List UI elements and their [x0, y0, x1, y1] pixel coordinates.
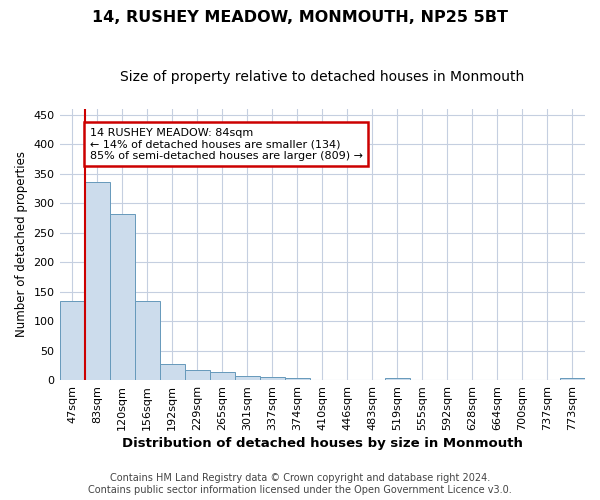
X-axis label: Distribution of detached houses by size in Monmouth: Distribution of detached houses by size … [122, 437, 523, 450]
Text: Contains HM Land Registry data © Crown copyright and database right 2024.
Contai: Contains HM Land Registry data © Crown c… [88, 474, 512, 495]
Title: Size of property relative to detached houses in Monmouth: Size of property relative to detached ho… [120, 70, 524, 84]
Bar [285, 378, 310, 380]
Bar [59, 301, 85, 380]
Y-axis label: Number of detached properties: Number of detached properties [15, 152, 28, 338]
Bar [560, 378, 585, 380]
Bar [110, 214, 134, 380]
Bar [209, 372, 235, 380]
Bar [185, 370, 209, 380]
Bar [385, 378, 410, 380]
Text: 14, RUSHEY MEADOW, MONMOUTH, NP25 5BT: 14, RUSHEY MEADOW, MONMOUTH, NP25 5BT [92, 10, 508, 25]
Bar [260, 377, 285, 380]
Bar [235, 376, 260, 380]
Bar [160, 364, 185, 380]
Bar [134, 301, 160, 380]
Bar [85, 182, 110, 380]
Text: 14 RUSHEY MEADOW: 84sqm
← 14% of detached houses are smaller (134)
85% of semi-d: 14 RUSHEY MEADOW: 84sqm ← 14% of detache… [89, 128, 362, 161]
